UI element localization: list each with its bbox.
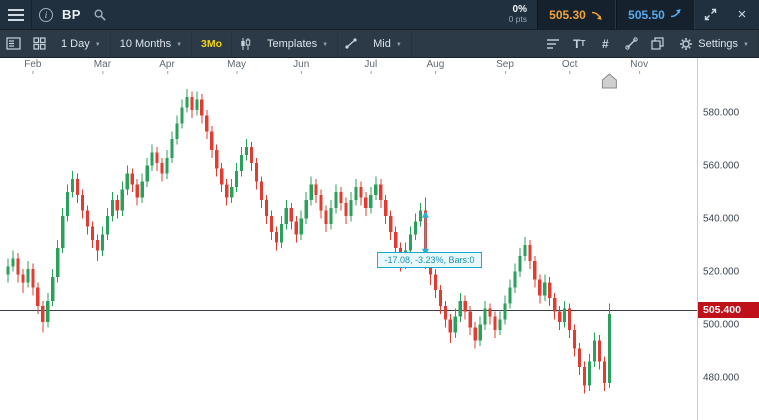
order-panel-icon[interactable] xyxy=(0,30,26,57)
expand-icon[interactable] xyxy=(695,0,725,29)
candlestick-chart[interactable] xyxy=(0,73,697,420)
y-axis-price-label: 500.000 xyxy=(703,319,740,331)
buy-price-button[interactable]: 505.50 xyxy=(616,0,695,29)
price-type-dropdown[interactable]: Mid ▼ xyxy=(364,30,412,57)
indicators-icon[interactable] xyxy=(540,30,566,57)
text-tool-glyph-small: T xyxy=(580,39,586,48)
x-axis-month-label: May xyxy=(227,59,247,74)
y-axis-price-label: 580.000 xyxy=(703,107,740,119)
x-axis-month-label: Jun xyxy=(293,59,310,74)
menu-icon[interactable] xyxy=(0,0,32,29)
search-icon[interactable] xyxy=(87,0,113,29)
close-icon[interactable]: × xyxy=(737,6,747,23)
sell-price-button[interactable]: 505.30 xyxy=(537,0,616,29)
chart-area: Feb Mar Apr May Jun Jul Aug Sep Oct Nov -17.08, -… xyxy=(0,58,759,420)
grid-toggle-icon[interactable]: # xyxy=(592,30,618,57)
x-axis-month-label: Oct xyxy=(561,59,578,74)
drawing-tools-icon[interactable] xyxy=(618,30,644,57)
timeframe-dropdown[interactable]: 1 Day ▼ xyxy=(52,30,111,57)
change-points: 0 pts xyxy=(508,14,527,25)
range-dropdown[interactable]: 10 Months ▼ xyxy=(111,30,193,57)
change-percent: 0% xyxy=(512,3,527,15)
y-axis-price-label: 520.000 xyxy=(703,266,740,278)
x-axis-month-label: Apr xyxy=(159,59,175,74)
symbol-label: BP xyxy=(62,7,81,22)
info-icon-glyph: i xyxy=(39,7,53,22)
grid-glyph: # xyxy=(601,36,609,51)
text-tool-glyph: T xyxy=(573,36,581,51)
buy-price: 505.50 xyxy=(628,7,665,22)
chevron-down-icon: ▼ xyxy=(395,41,402,48)
layout-grid-icon[interactable] xyxy=(26,30,52,57)
quick-range-button[interactable]: 3Mo xyxy=(192,30,233,57)
info-icon[interactable]: i xyxy=(32,0,60,29)
sell-price: 505.30 xyxy=(549,7,586,22)
x-axis-month-label: Nov xyxy=(630,59,649,74)
settings-label: Settings xyxy=(698,37,739,50)
sell-arrow-icon xyxy=(591,11,602,20)
duplicate-chart-icon[interactable] xyxy=(644,30,670,57)
price-type-value: Mid xyxy=(373,37,391,50)
x-axis-month-label: Jul xyxy=(364,59,378,74)
titlebar-spacer xyxy=(113,0,499,29)
measurement-tooltip: -17.08, -3.23%, Bars:0 xyxy=(377,251,482,268)
price-line-icon[interactable] xyxy=(338,30,364,57)
y-axis-price-label: 540.000 xyxy=(703,213,740,225)
chart-toolbar: 1 Day ▼ 10 Months ▼ 3Mo Templates ▼ Mid … xyxy=(0,30,759,58)
chevron-down-icon: ▼ xyxy=(322,41,329,48)
settings-dropdown[interactable]: Settings ▼ xyxy=(670,30,759,57)
chart-window-titlebar: i BP 0% 0 pts 505.30 505.50 × xyxy=(0,0,759,30)
current-price-tag: 505.400 xyxy=(698,302,759,319)
chevron-down-icon: ▼ xyxy=(94,41,101,48)
y-axis-price-label: 560.000 xyxy=(703,160,740,172)
x-axis-month-label: Feb xyxy=(24,59,42,74)
y-axis[interactable]: 505.400 580.000 560.000 540.000 520.000 500.… xyxy=(697,58,759,420)
range-value: 10 Months xyxy=(119,37,172,50)
chevron-down-icon: ▼ xyxy=(743,41,749,48)
gear-icon xyxy=(680,37,693,50)
x-axis: Feb Mar Apr May Jun Jul Aug Sep Oct Nov xyxy=(0,58,697,74)
timeframe-value: 1 Day xyxy=(61,37,90,50)
templates-label: Templates xyxy=(267,37,318,50)
change-readout: 0% 0 pts xyxy=(499,0,537,29)
candlestick-type-icon[interactable] xyxy=(232,30,258,57)
templates-dropdown[interactable]: Templates ▼ xyxy=(258,30,339,57)
plot-region: Feb Mar Apr May Jun Jul Aug Sep Oct Nov -17.08, -… xyxy=(0,58,697,420)
x-axis-month-label: Mar xyxy=(93,59,112,74)
chevron-down-icon: ▼ xyxy=(176,41,183,48)
x-axis-month-label: Aug xyxy=(426,59,445,74)
x-axis-month-label: Sep xyxy=(496,59,514,74)
y-axis-price-label: 480.000 xyxy=(703,372,740,384)
buy-arrow-icon xyxy=(670,9,681,18)
